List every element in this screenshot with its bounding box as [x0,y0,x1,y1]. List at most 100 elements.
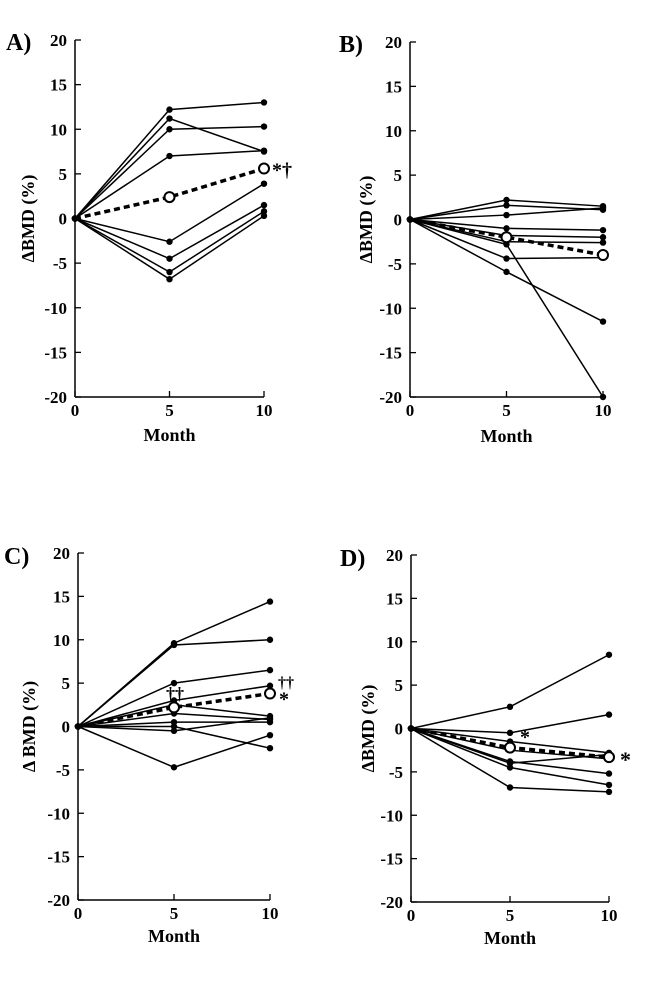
data-point [599,239,607,246]
panel-label: A) [6,30,31,56]
data-point [260,123,268,130]
y-tick-label: 0 [59,210,68,229]
data-point [599,226,607,234]
data-point [260,99,268,106]
data-point [266,714,274,722]
y-tick-label: 15 [385,77,402,96]
x-tick-label: 10 [256,401,273,420]
data-point [170,679,178,687]
series-line [74,204,265,260]
data-point [503,255,510,262]
y-tick-label: 0 [394,211,403,230]
x-axis-title: Month [484,928,536,948]
y-tick-label: 20 [385,33,402,52]
mean-line [74,166,265,221]
y-tick-label: 0 [62,718,71,737]
x-axis-title: Month [148,926,200,946]
data-point [266,636,274,643]
data-point [605,770,613,777]
y-tick-label: -20 [47,891,70,910]
y-tick-label: -10 [47,804,70,823]
data-point [266,682,274,689]
y-tick-label: -10 [379,299,402,318]
x-tick-label: 0 [71,401,80,420]
data-point [170,727,178,735]
y-tick-label: 5 [59,165,68,184]
data-point [266,598,274,605]
y-tick-label: -20 [379,388,402,407]
series-line [74,125,265,220]
series-line [410,654,610,730]
y-tick-label: -20 [44,388,67,407]
x-tick-label: 5 [170,904,179,923]
data-point [260,208,268,215]
y-tick-label: 10 [50,120,67,139]
y-tick-label: -15 [380,850,403,869]
data-point [260,201,268,209]
significance-marker: *† [272,160,292,182]
x-tick-label: 0 [406,401,415,420]
mean-point [163,191,176,204]
y-tick-label: -15 [44,343,67,362]
y-tick-label: -15 [379,344,402,363]
y-tick-label: 5 [62,674,71,693]
data-point [166,238,173,245]
data-point [503,268,510,276]
data-point [599,234,607,241]
data-point [166,106,173,113]
significance-marker: †† [166,683,184,703]
data-point [605,788,613,796]
y-tick-label: 0 [395,720,404,739]
data-point [166,268,173,276]
data-point [266,731,274,739]
y-tick-label: 15 [386,589,403,608]
mean-point [504,741,516,754]
data-point [605,651,613,658]
y-tick-label: -5 [388,255,402,274]
y-tick-label: -20 [380,893,403,912]
data-point [166,115,173,122]
y-tick-label: -10 [380,806,403,825]
significance-marker: * [520,727,530,749]
y-tick-label: -5 [56,761,70,780]
x-axis-title: Month [143,425,195,445]
y-tick-label: 15 [53,587,70,606]
data-point [599,204,607,212]
y-tick-label: 15 [50,76,67,95]
series-line [74,149,265,220]
y-tick-label: -10 [44,299,67,318]
y-tick-label: 20 [53,544,70,563]
data-point [266,744,274,752]
data-point [166,275,173,283]
data-point [506,703,514,711]
y-tick-label: 20 [386,546,403,565]
data-point [170,641,178,649]
series-line [74,117,265,220]
y-tick-label: -15 [47,848,70,867]
mean-point [603,751,615,764]
x-tick-label: 5 [506,906,515,925]
y-tick-label: -5 [389,763,403,782]
mean-point [500,231,513,244]
data-point [605,711,613,718]
panel-label: D) [340,546,365,572]
x-tick-label: 5 [165,401,174,420]
y-axis-title: ΔBMD (%) [356,176,377,264]
data-point [166,126,173,133]
data-point [166,255,173,262]
y-tick-label: 20 [50,31,67,50]
data-point [599,318,607,325]
y-axis-title: ΔBMD (%) [358,685,379,773]
x-axis-title: Month [480,426,532,446]
data-point [503,202,510,209]
significance-marker: * [279,689,289,711]
mean-point [264,687,276,700]
y-tick-label: 10 [386,633,403,652]
data-point [260,212,268,220]
data-point [605,781,613,789]
